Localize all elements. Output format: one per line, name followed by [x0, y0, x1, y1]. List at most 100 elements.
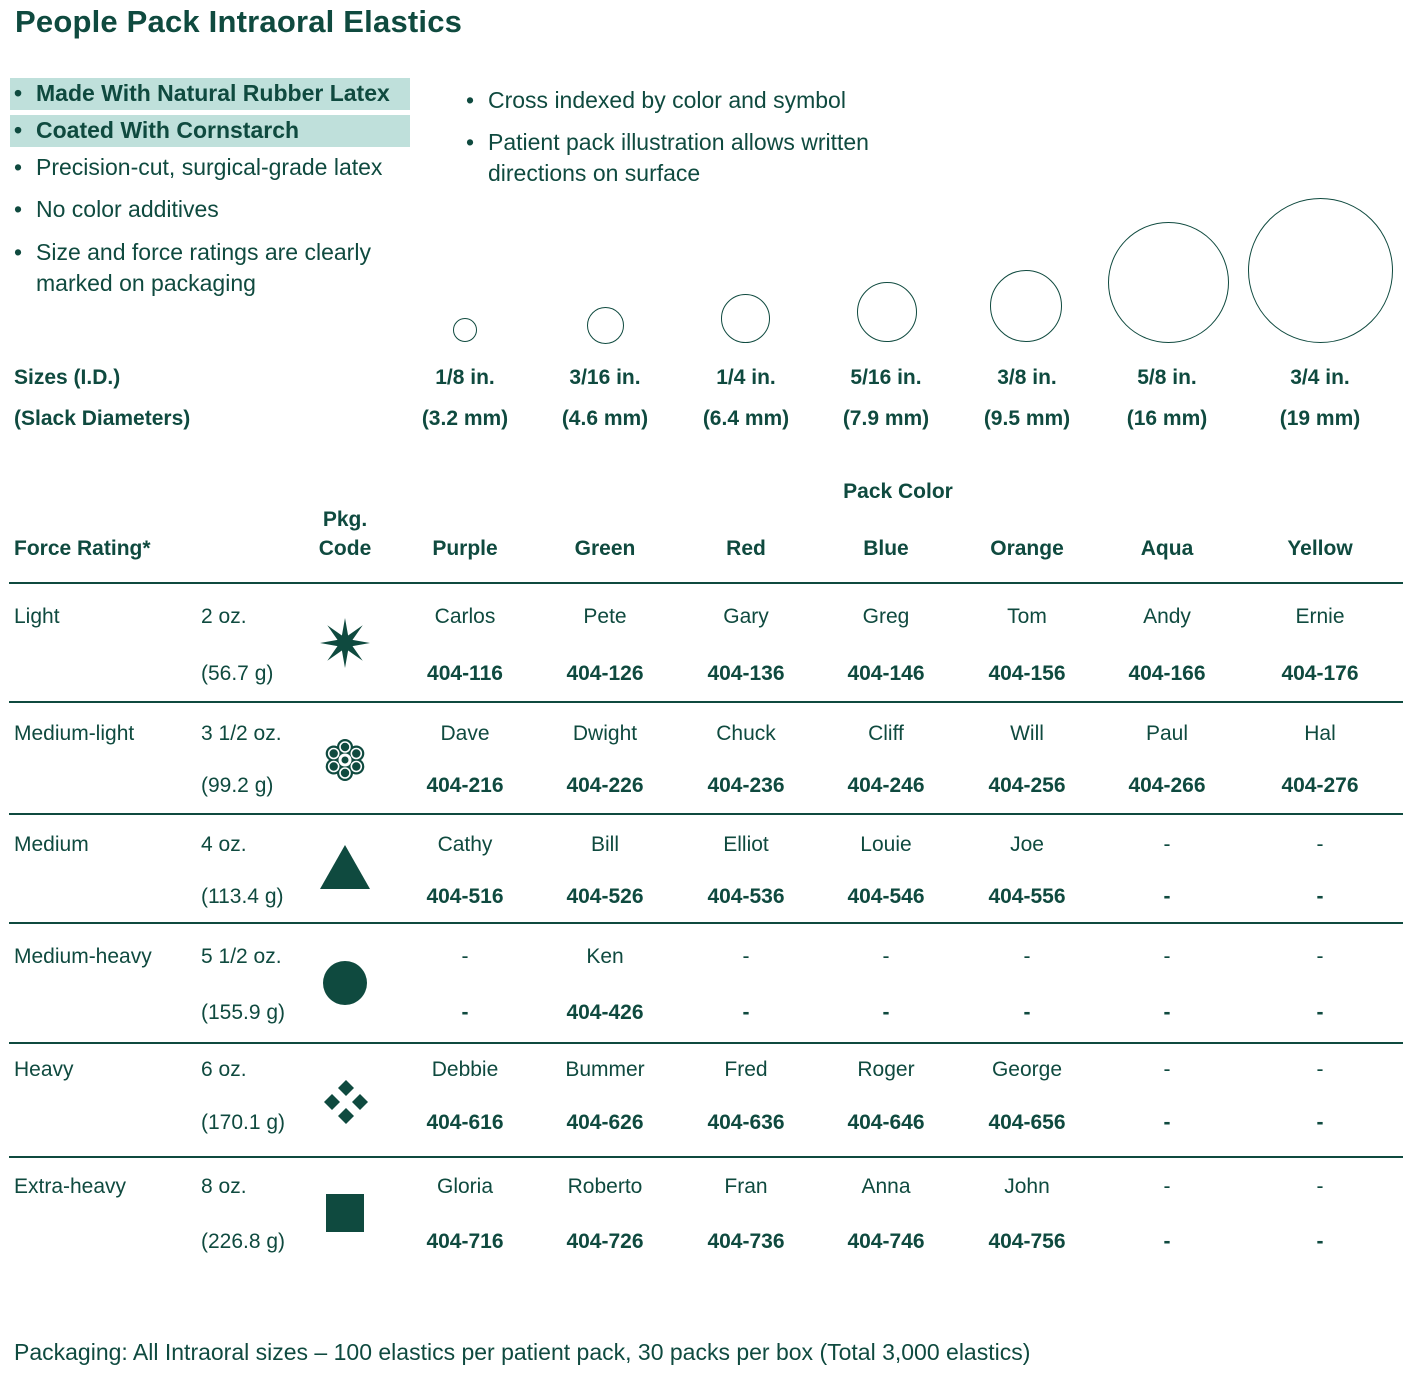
- pack-name: Paul: [1145, 722, 1189, 745]
- pack-name: -: [1316, 1058, 1324, 1081]
- color-header-aqua: Aqua: [1140, 537, 1194, 560]
- pack-name: Cathy: [437, 833, 493, 856]
- pack-name: Fred: [724, 1058, 768, 1081]
- force-rating: Light: [14, 605, 60, 628]
- triangle-icon: [320, 845, 370, 889]
- size-mm: (7.9 mm): [842, 407, 930, 430]
- force-grams: (113.4 g): [201, 885, 284, 908]
- force-oz: 8 oz.: [201, 1175, 247, 1198]
- color-header-blue: Blue: [863, 537, 909, 560]
- pack-name: -: [742, 945, 750, 968]
- feature-cornstarch: • Coated With Cornstarch: [10, 115, 410, 147]
- force-rating: Medium-light: [14, 722, 135, 745]
- starburst-icon: [320, 618, 370, 668]
- pack-code: -: [1163, 885, 1171, 908]
- table-divider: [9, 1156, 1403, 1158]
- pack-name: Dwight: [572, 722, 638, 745]
- pack-code: 404-646: [847, 1111, 925, 1134]
- pack-code: 404-736: [707, 1230, 785, 1253]
- pkg-code-header-line2: Code: [318, 537, 372, 560]
- pack-code: -: [1163, 1001, 1171, 1024]
- pack-code: 404-546: [847, 885, 925, 908]
- force-oz: 5 1/2 oz.: [201, 945, 282, 968]
- pack-code: -: [461, 1001, 469, 1024]
- pack-name: Gloria: [436, 1175, 494, 1198]
- pack-name: Will: [1010, 722, 1044, 745]
- color-header-yellow: Yellow: [1287, 537, 1353, 560]
- size-circle-5-8: [1108, 222, 1229, 343]
- pack-code: -: [1023, 1001, 1031, 1024]
- size-inch: 1/8 in.: [435, 366, 495, 389]
- pack-name: Anna: [861, 1175, 911, 1198]
- pack-name: Greg: [862, 605, 910, 628]
- pack-name: Pete: [583, 605, 627, 628]
- size-mm: (19 mm): [1279, 407, 1361, 430]
- pack-code: -: [1163, 1230, 1171, 1253]
- pack-name: Roberto: [567, 1175, 643, 1198]
- size-mm: (3.2 mm): [421, 407, 509, 430]
- pack-code: 404-146: [847, 662, 925, 685]
- pack-name: -: [1163, 1175, 1171, 1198]
- force-grams: (155.9 g): [201, 1001, 286, 1024]
- pack-code: 404-426: [566, 1001, 644, 1024]
- pack-code: 404-126: [566, 662, 644, 685]
- pack-code: 404-626: [566, 1111, 644, 1134]
- force-rating: Extra-heavy: [14, 1175, 127, 1198]
- force-oz: 2 oz.: [201, 605, 247, 628]
- pack-code: 404-116: [427, 662, 503, 685]
- force-rating: Medium-heavy: [14, 945, 152, 968]
- pack-name: Tom: [1007, 605, 1047, 628]
- pack-code: 404-516: [426, 885, 504, 908]
- pack-name: -: [1316, 1175, 1324, 1198]
- force-rating: Heavy: [14, 1058, 74, 1081]
- color-header-purple: Purple: [432, 537, 498, 560]
- pack-code: -: [742, 1001, 750, 1024]
- force-grams: (170.1 g): [201, 1111, 286, 1134]
- slack-diameters-label: (Slack Diameters): [14, 407, 191, 430]
- pack-color-header: Pack Color: [843, 480, 953, 503]
- force-grams: (99.2 g): [201, 774, 274, 797]
- pack-name: Cliff: [868, 722, 904, 745]
- pack-code: 404-276: [1281, 774, 1359, 797]
- square-icon: [326, 1194, 364, 1232]
- size-circle-5-16: [857, 282, 917, 342]
- pack-name: -: [1023, 945, 1031, 968]
- pack-name: -: [1163, 833, 1171, 856]
- pack-code: 404-136: [707, 662, 785, 685]
- color-header-green: Green: [574, 537, 636, 560]
- pack-code: 404-266: [1128, 774, 1206, 797]
- size-circle-3-4: [1248, 198, 1393, 343]
- pack-name: -: [1163, 1058, 1171, 1081]
- pack-name: Elliot: [723, 833, 769, 856]
- pack-name: Ernie: [1295, 605, 1345, 628]
- pack-code: 404-556: [988, 885, 1066, 908]
- force-rating: Medium: [14, 833, 89, 856]
- pack-name: George: [991, 1058, 1063, 1081]
- size-inch: 3/16 in.: [569, 366, 641, 389]
- size-circle-3-8: [990, 270, 1062, 342]
- pack-name: -: [1163, 945, 1171, 968]
- sizes-label: Sizes (I.D.): [14, 366, 121, 389]
- pack-name: Carlos: [434, 605, 496, 628]
- size-circle-1-4: [721, 294, 770, 343]
- pack-code: 404-616: [426, 1111, 504, 1134]
- size-circle-3-16: [587, 307, 624, 344]
- pack-code: 404-526: [566, 885, 644, 908]
- size-mm: (6.4 mm): [702, 407, 790, 430]
- pack-code: 404-636: [707, 1111, 785, 1134]
- pack-code: -: [882, 1001, 890, 1024]
- color-header-orange: Orange: [990, 537, 1064, 560]
- size-mm: (9.5 mm): [983, 407, 1071, 430]
- size-mm: (16 mm): [1126, 407, 1208, 430]
- pack-name: Gary: [723, 605, 769, 628]
- force-grams: (56.7 g): [201, 662, 274, 685]
- pack-code: 404-536: [707, 885, 785, 908]
- pack-name: Dave: [440, 722, 490, 745]
- table-divider: [9, 922, 1403, 924]
- table-divider: [9, 582, 1403, 584]
- feature-latex: • Made With Natural Rubber Latex: [10, 78, 410, 110]
- pack-name: Andy: [1143, 605, 1191, 628]
- pack-code: -: [1316, 1001, 1324, 1024]
- force-oz: 3 1/2 oz.: [201, 722, 282, 745]
- diamond-cluster-icon: [324, 1080, 368, 1124]
